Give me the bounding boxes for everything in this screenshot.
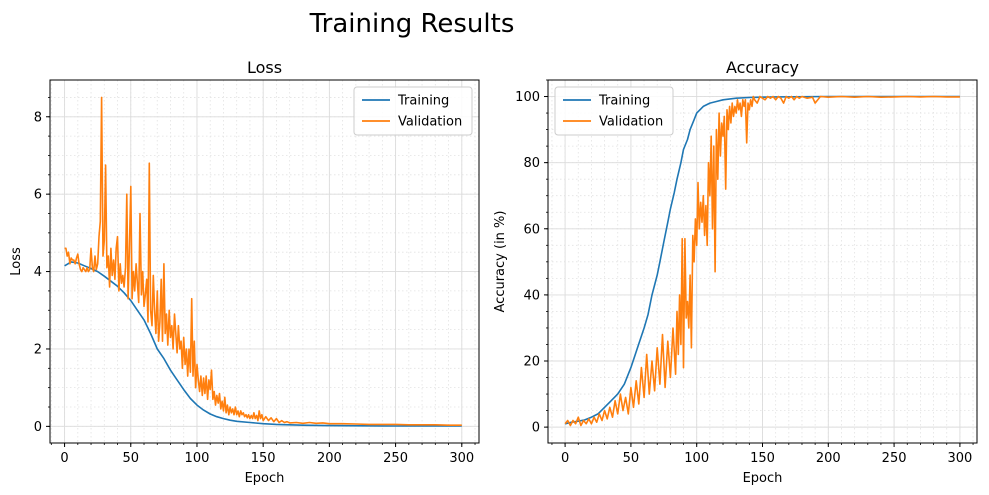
loss-x-tick-label: 0	[60, 451, 68, 466]
accuracy-y-tick-label: 100	[515, 90, 540, 105]
accuracy-x-tick-label: 200	[816, 451, 841, 466]
loss-chart-ticks: 0 50 100 150 200 250 300 0 2 4 6 8	[34, 79, 480, 466]
loss-training-line	[64, 261, 462, 427]
loss-axes-frame	[49, 79, 480, 444]
accuracy-x-tick-label: 50	[623, 451, 640, 466]
loss-x-tick-label: 100	[185, 451, 210, 466]
accuracy-chart-legend: Training Validation	[554, 86, 674, 136]
loss-chart-legend: Training Validation	[353, 86, 473, 136]
loss-chart-xlabel: Epoch	[245, 471, 285, 486]
loss-chart-ylabel: Loss	[9, 247, 24, 276]
loss-x-tick-label: 150	[251, 451, 276, 466]
accuracy-y-tick-label: 0	[532, 421, 540, 436]
loss-legend-label-training: Training	[397, 94, 449, 109]
loss-legend-label-validation: Validation	[398, 115, 462, 130]
loss-x-tick-label: 300	[449, 451, 474, 466]
accuracy-legend-label-training: Training	[598, 94, 650, 109]
loss-validation-line	[64, 96, 462, 426]
loss-chart-series	[64, 96, 462, 427]
accuracy-x-tick-label: 150	[750, 451, 775, 466]
loss-y-tick-label: 8	[34, 110, 42, 125]
accuracy-x-tick-label: 250	[882, 451, 907, 466]
loss-y-tick-label: 2	[34, 342, 42, 357]
loss-chart: Loss Epoch Loss 0 50 100 150 200 250 30002468 …	[9, 58, 480, 486]
loss-x-tick-label: 200	[317, 451, 342, 466]
accuracy-legend-box	[554, 86, 674, 136]
accuracy-x-tick-label: 100	[684, 451, 709, 466]
loss-chart-title: Loss	[247, 58, 282, 77]
accuracy-chart-xlabel: Epoch	[743, 471, 783, 486]
accuracy-chart-series	[564, 95, 960, 427]
accuracy-chart-grid	[548, 79, 977, 443]
loss-y-tick-label: 4	[34, 265, 42, 280]
accuracy-chart-ylabel: Accuracy (in %)	[493, 211, 508, 313]
accuracy-x-tick-label: 300	[947, 451, 972, 466]
accuracy-chart-title: Accuracy	[726, 58, 799, 77]
accuracy-legend-label-validation: Validation	[599, 115, 663, 130]
accuracy-y-tick-label: 20	[523, 355, 540, 370]
accuracy-x-tick-label: 0	[561, 451, 569, 466]
accuracy-training-line	[564, 95, 960, 425]
loss-legend-box	[353, 86, 473, 136]
accuracy-y-tick-label: 40	[523, 288, 540, 303]
loss-x-tick-label: 250	[383, 451, 408, 466]
loss-x-tick-label: 50	[122, 451, 139, 466]
loss-y-tick-label: 6	[34, 188, 42, 203]
accuracy-y-tick-label: 80	[523, 156, 540, 171]
accuracy-chart-ticks: 0 50 100 150 200 250 300 0 20 40 60 80 100	[515, 79, 978, 466]
loss-chart-grid	[50, 80, 479, 443]
figure-title: Training Results	[309, 9, 515, 39]
accuracy-y-tick-label: 60	[523, 222, 540, 237]
accuracy-chart: Accuracy Epoch Accuracy (in %) 0 50 100 150…	[493, 58, 978, 486]
accuracy-validation-line	[564, 95, 960, 427]
loss-y-tick-label: 0	[34, 420, 42, 435]
